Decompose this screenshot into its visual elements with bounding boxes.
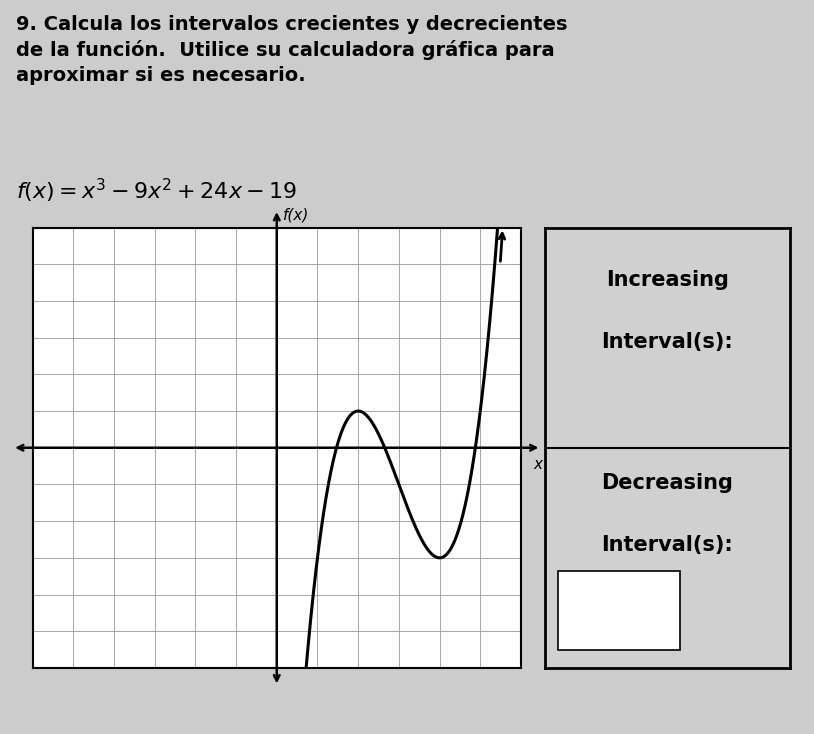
Text: Decreasing: Decreasing	[602, 473, 733, 493]
Text: $f(x) = x^3 - 9x^2 + 24x - 19$: $f(x) = x^3 - 9x^2 + 24x - 19$	[16, 177, 297, 205]
Text: Interval(s):: Interval(s):	[602, 534, 733, 555]
Text: Increasing: Increasing	[606, 270, 729, 291]
Text: x: x	[533, 457, 542, 472]
Text: f(x): f(x)	[283, 207, 309, 222]
Text: Interval(s):: Interval(s):	[602, 332, 733, 352]
Bar	[558, 571, 680, 650]
Text: 9. Calcula los intervalos crecientes y decrecientes
de la función.  Utilice su c: 9. Calcula los intervalos crecientes y d…	[16, 15, 568, 85]
